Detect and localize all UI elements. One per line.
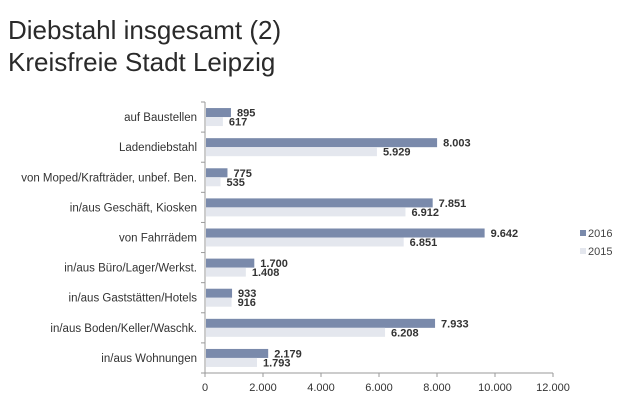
value-label-2016: 775 <box>233 168 251 180</box>
value-label-2015: 535 <box>227 177 245 189</box>
value-label-2015: 5.929 <box>383 147 411 159</box>
bar-2016 <box>206 108 231 118</box>
value-label-2015: 916 <box>238 297 256 309</box>
bar-2015 <box>206 147 377 157</box>
category-label: auf Baustellen <box>124 112 197 124</box>
category-label: in/aus Geschäft, Kiosken <box>70 202 197 214</box>
legend-label-2016: 2016 <box>588 228 612 240</box>
bar-2015 <box>206 357 257 367</box>
value-label-2016: 8.003 <box>443 138 471 150</box>
bar-2015 <box>206 267 246 277</box>
bar-2016 <box>206 258 255 268</box>
value-label-2015: 6.851 <box>410 237 438 249</box>
bar-2015 <box>206 207 406 217</box>
bar-2016 <box>206 168 228 178</box>
category-label: Ladendiebstahl <box>119 142 197 154</box>
bar-2016 <box>206 288 233 298</box>
bar-2016 <box>206 228 485 238</box>
category-label: von Moped/Krafträder, unbef. Ben. <box>21 172 197 184</box>
x-tick-label: 10.000 <box>478 382 512 394</box>
value-label-2015: 1.408 <box>252 267 280 279</box>
chart-title: Diebstahl insgesamt (2) Kreisfreie Stadt… <box>8 14 281 78</box>
x-tick-label: 12.000 <box>536 382 570 394</box>
x-tick-label: 6.000 <box>365 382 393 394</box>
category-label: in/aus Wohnungen <box>101 353 197 365</box>
bar-2015 <box>206 237 404 247</box>
value-label-2016: 7.851 <box>439 198 467 210</box>
value-label-2015: 6.912 <box>411 207 439 219</box>
bar-2016 <box>206 348 269 358</box>
bar-2016 <box>206 198 433 208</box>
value-label-2016: 895 <box>237 108 255 120</box>
value-label-2015: 1.793 <box>263 357 291 369</box>
chart-title-line-1: Diebstahl insgesamt (2) <box>8 15 282 45</box>
legend-swatch-2016 <box>580 230 586 236</box>
legend-swatch-2015 <box>580 248 586 254</box>
bar-2016 <box>206 138 438 148</box>
value-label-2016: 9.642 <box>491 228 519 240</box>
category-label: in/aus Boden/Keller/Waschk. <box>50 323 197 335</box>
chart-title-line-2: Kreisfreie Stadt Leipzig <box>8 47 276 77</box>
bar-2015 <box>206 297 232 307</box>
x-tick-label: 4.000 <box>307 382 335 394</box>
category-label: von Fahrrädem <box>119 233 197 245</box>
bar-2015 <box>206 177 221 187</box>
value-label-2016: 933 <box>238 288 256 300</box>
category-label: in/aus Gaststätten/Hotels <box>69 293 198 305</box>
value-label-2015: 617 <box>229 117 247 129</box>
category-label: in/aus Büro/Lager/Werkst. <box>64 263 197 275</box>
value-label-2016: 7.933 <box>441 318 469 330</box>
bar-2015 <box>206 327 386 337</box>
value-label-2015: 6.208 <box>391 327 419 339</box>
bar-2016 <box>206 318 436 328</box>
value-label-2016: 2.179 <box>274 348 302 360</box>
x-tick-label: 8.000 <box>423 382 451 394</box>
x-tick-label: 0 <box>202 382 208 394</box>
legend-label-2015: 2015 <box>588 246 612 258</box>
x-tick-label: 2.000 <box>249 382 277 394</box>
bar-2015 <box>206 117 223 127</box>
value-label-2016: 1.700 <box>260 258 288 270</box>
